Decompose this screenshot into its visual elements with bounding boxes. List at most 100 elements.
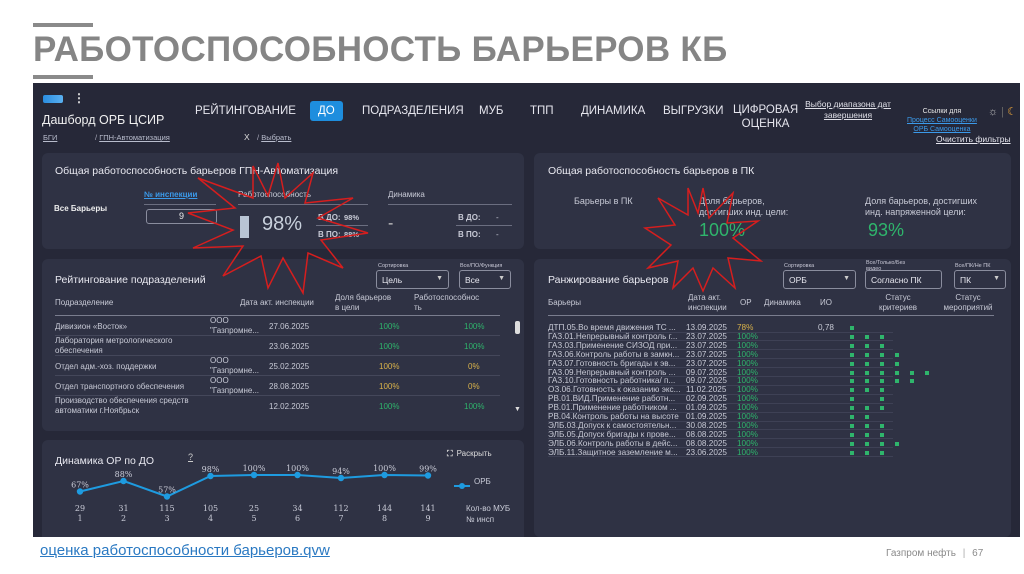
all-barriers-label: Все Барьеры xyxy=(54,204,108,213)
table-row[interactable]: РВ.04.Контроль работы на высоте 01.09.202… xyxy=(548,412,893,422)
divider xyxy=(144,204,216,205)
sort-select[interactable]: ОРБ ▼ xyxy=(783,270,856,289)
dynamics-header: Динамика xyxy=(388,190,425,199)
barrier-name: ГАЗ.07.Готовность бригады к эв... xyxy=(548,358,676,368)
table-row[interactable]: Лаборатория метрологического обеспечения … xyxy=(55,336,500,356)
col-performance[interactable]: Работоспособнос ть xyxy=(414,293,480,312)
or-value: 78% xyxy=(737,323,754,332)
inspection-number-input[interactable]: 9 xyxy=(146,209,217,224)
breadcrumb-clear[interactable]: X xyxy=(244,132,250,142)
col-actions-status[interactable]: Статус мероприятий xyxy=(943,293,993,312)
tab-exports[interactable]: ВЫГРУЗКИ xyxy=(663,105,724,117)
tab-do[interactable]: ДО xyxy=(310,101,343,121)
table-row[interactable]: ОЗ.06.Готовность к оказанию экс... 11.02.… xyxy=(548,385,893,395)
svg-text:141: 141 xyxy=(420,504,435,513)
status-square-icon xyxy=(880,352,884,357)
col-io[interactable]: ИО xyxy=(820,298,832,307)
table-row[interactable]: ДТП.05.Во время движения ТС ... 13.09.202… xyxy=(548,323,893,333)
pk-filter-select[interactable]: ПК ▼ xyxy=(954,270,1006,289)
inspection-date: 23.07.2025 xyxy=(686,349,727,359)
date-range-link[interactable]: Выбор диапазона дат завершения xyxy=(803,99,893,121)
col-date[interactable]: Дата акт. инспекции xyxy=(688,293,727,312)
table-row[interactable]: ЭЛБ.06.Контроль работы в дейс... 08.08.20… xyxy=(548,439,899,449)
chevron-down-icon: ▼ xyxy=(498,275,505,282)
more-vertical-icon[interactable]: ⋮ xyxy=(73,91,85,105)
tab-mub[interactable]: МУБ xyxy=(479,105,504,117)
table-row[interactable]: Отдел адм.-хоз. поддержки ООО "Газпромне.… xyxy=(55,356,500,376)
status-square-icon xyxy=(850,415,854,419)
tab-units[interactable]: ПОДРАЗДЕЛЕНИЯ xyxy=(362,105,464,117)
status-square-icon xyxy=(880,361,884,366)
table-row[interactable]: ГАЗ.03.Применение СИЗОД при... 23.07.2025… xyxy=(548,340,893,351)
qvw-file-link[interactable]: оценка работоспособности барьеров.qvw xyxy=(40,542,330,559)
tab-dynamics[interactable]: ДИНАМИКА xyxy=(581,105,646,117)
self-assessment-process-link[interactable]: Процесс Самооценки xyxy=(907,117,977,124)
panel-title: Рейтингование подразделений xyxy=(55,274,206,286)
chevron-down-icon: ▼ xyxy=(843,275,850,282)
moon-icon[interactable]: ☾ xyxy=(1007,106,1017,118)
col-or[interactable]: ОР xyxy=(740,298,752,307)
tab-digital-assessment[interactable]: ЦИФРОВАЯ ОЦЕНКА xyxy=(733,103,798,131)
table-row[interactable]: ГАЗ.07.Готовность бригады к эв... 23.07.2… xyxy=(548,358,899,369)
expand-button[interactable]: ⛶ Раскрыть xyxy=(447,449,492,458)
sort-select[interactable]: Цель ▼ xyxy=(376,270,449,289)
sun-icon[interactable]: ☼ xyxy=(988,106,999,118)
clear-filters-link[interactable]: Очистить фильтры xyxy=(936,134,1011,144)
divider xyxy=(238,204,368,205)
scroll-down-icon[interactable]: ▼ xyxy=(514,406,521,413)
performance-header: Работоспособность xyxy=(238,190,311,199)
col-unit[interactable]: Подразделение xyxy=(55,298,114,307)
or-value: 100% xyxy=(737,340,758,350)
divider xyxy=(456,225,512,226)
table-row[interactable]: ГАЗ.06.Контроль работы в замкн... 23.07.2… xyxy=(548,349,899,360)
col-criteria-status[interactable]: Статус критериев xyxy=(878,293,918,312)
table-row[interactable]: ЭЛБ.05.Допуск бригады к прове... 08.08.20… xyxy=(548,429,893,440)
panel-title: Динамика ОР по ДО xyxy=(55,455,155,467)
svg-text:2: 2 xyxy=(121,514,126,523)
inspection-date: 08.08.2025 xyxy=(686,429,727,439)
links-box: Ссылки для Процесс Самооценки ОРБ Самооц… xyxy=(907,107,977,134)
table-row[interactable]: РВ.01.ВИД.Применение работн... 02.09.2025… xyxy=(548,394,893,404)
table-row[interactable]: Отдел транспортного обеспечения ООО "Газп… xyxy=(55,376,500,396)
io-value: 0,78 xyxy=(818,323,834,332)
theme-switcher[interactable]: ☼ | ☾ xyxy=(988,106,1017,118)
tab-tpp[interactable]: ТПП xyxy=(530,105,554,117)
barrier-name: ОЗ.06.Готовность к оказанию экс... xyxy=(548,385,681,395)
chevron-down-icon: ▼ xyxy=(436,275,443,282)
tab-rating[interactable]: РЕЙТИНГОВАНИЕ xyxy=(195,105,296,117)
svg-text:3: 3 xyxy=(164,514,169,523)
table-row[interactable]: ЭЛБ.03.Допуск к самостоятельн... 30.08.20… xyxy=(548,421,893,431)
help-icon[interactable]: ? xyxy=(188,452,194,462)
inspection-date: 23.07.2025 xyxy=(686,340,727,350)
col-barrier[interactable]: Барьеры xyxy=(548,298,581,307)
breadcrumb-item-2[interactable]: / Выбрать xyxy=(257,133,292,142)
orb-self-assessment-link[interactable]: ОРБ Самооценка xyxy=(913,126,971,133)
tab-label-line2: ОЦЕНКА xyxy=(741,118,790,130)
filter-select[interactable]: Все ▼ xyxy=(459,270,511,289)
status-square-icon xyxy=(895,352,899,357)
col-date[interactable]: Дата акт. инспекции xyxy=(240,298,314,307)
status-square-icon xyxy=(880,343,884,348)
table-row[interactable]: Дивизион «Восток» ООО "Газпромне... 27.06… xyxy=(55,316,500,336)
table-row[interactable]: ГАЗ.01.Непрерывный контроль г... 23.07.20… xyxy=(548,332,893,342)
col-share[interactable]: Доля барьеров в цели xyxy=(335,293,392,312)
breadcrumb-root[interactable]: БГИ xyxy=(43,133,58,142)
svg-text:4: 4 xyxy=(208,514,213,523)
table-row[interactable]: ГАЗ.10.Готовность работника/ п... 09.07.2… xyxy=(548,376,914,386)
status-square-icon xyxy=(895,361,899,366)
status-square-icon xyxy=(865,415,869,419)
or-value: 100% xyxy=(737,385,758,395)
v-po-label: В ПО: xyxy=(318,230,341,239)
table-row[interactable]: ЭЛБ.11.Защитное заземление м... 23.06.202… xyxy=(548,448,893,458)
video-filter-select[interactable]: Согласно ПК xyxy=(865,270,942,289)
col-dynamics[interactable]: Динамика xyxy=(764,298,801,307)
table-row[interactable]: Производство обеспечения средств автомати… xyxy=(55,396,485,415)
scrollbar-thumb[interactable] xyxy=(515,321,520,334)
inspection-number-label: № инсп xyxy=(466,515,495,524)
inspection-number-header[interactable]: № инспекции xyxy=(144,190,198,199)
status-square-icon xyxy=(865,450,869,455)
table-row[interactable]: ГАЗ.09.Непрерывный контроль ... 09.07.202… xyxy=(548,367,929,378)
or-value: 100% xyxy=(737,367,758,377)
breadcrumb-item-1[interactable]: / ГПН-Автоматизация xyxy=(95,133,170,142)
table-row[interactable]: РВ.01.Применение работником ... 01.09.202… xyxy=(548,403,893,413)
